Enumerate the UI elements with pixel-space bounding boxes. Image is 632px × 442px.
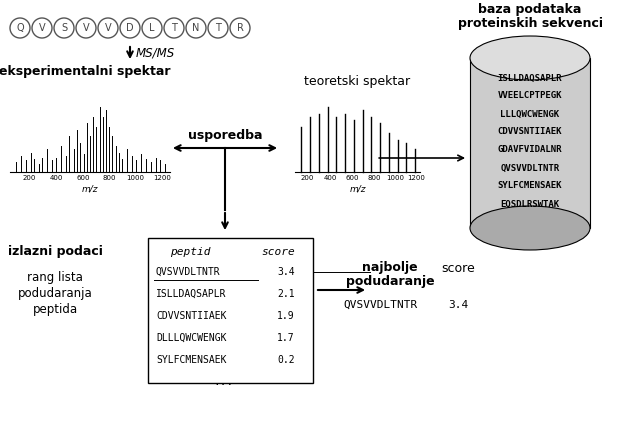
Text: EQSDLRSWTAK: EQSDLRSWTAK	[501, 199, 559, 209]
Text: m/z: m/z	[349, 185, 366, 194]
Text: score: score	[261, 247, 295, 257]
Text: izlazni podaci: izlazni podaci	[8, 245, 102, 259]
Text: S: S	[61, 23, 67, 33]
Text: L: L	[149, 23, 155, 33]
Text: T: T	[215, 23, 221, 33]
Text: DLLLQWCWENGK: DLLLQWCWENGK	[156, 333, 226, 343]
Text: GDAVFVIDALNR: GDAVFVIDALNR	[498, 145, 562, 155]
Text: rang lista: rang lista	[27, 271, 83, 285]
Text: Q: Q	[16, 23, 24, 33]
Text: D: D	[126, 23, 134, 33]
Text: QVSVVDLTNTR: QVSVVDLTNTR	[343, 300, 417, 310]
Text: 600: 600	[346, 175, 359, 181]
Text: eksperimentalni spektar: eksperimentalni spektar	[0, 65, 171, 79]
Text: najbolje: najbolje	[362, 262, 418, 274]
Text: 1200: 1200	[153, 175, 171, 181]
Text: baza podataka: baza podataka	[478, 4, 581, 16]
Text: 1.7: 1.7	[277, 333, 295, 343]
Text: usporedba: usporedba	[188, 129, 262, 141]
Text: CDVVSNTIIAEK: CDVVSNTIIAEK	[498, 127, 562, 137]
Text: 200: 200	[23, 175, 36, 181]
Bar	[470, 58, 590, 228]
Text: SYLFCMENSAEK: SYLFCMENSAEK	[498, 182, 562, 191]
Text: T: T	[171, 23, 177, 33]
Text: 1.9: 1.9	[277, 311, 295, 321]
Text: R: R	[236, 23, 243, 33]
Text: 0.2: 0.2	[277, 355, 295, 365]
Text: ...: ...	[213, 377, 233, 387]
Text: 1000: 1000	[386, 175, 404, 181]
Text: 400: 400	[50, 175, 63, 181]
Text: QVSVVDLTNTR: QVSVVDLTNTR	[156, 267, 221, 277]
Text: QVSVVDLTNTR: QVSVVDLTNTR	[501, 164, 559, 172]
Text: 800: 800	[102, 175, 116, 181]
Text: 1000: 1000	[126, 175, 144, 181]
Text: MS/MS: MS/MS	[136, 46, 175, 60]
Text: 400: 400	[324, 175, 337, 181]
Text: proteinskih sekvenci: proteinskih sekvenci	[458, 16, 602, 30]
Text: teoretski spektar: teoretski spektar	[305, 76, 411, 88]
Ellipse shape	[470, 206, 590, 250]
Text: VVEELCPTPEGK: VVEELCPTPEGK	[498, 91, 562, 100]
Text: m/z: m/z	[82, 185, 98, 194]
Text: peptida: peptida	[32, 304, 78, 316]
Ellipse shape	[470, 36, 590, 80]
Bar	[148, 238, 313, 383]
Text: peptid: peptid	[170, 247, 210, 257]
Text: 3.4: 3.4	[448, 300, 468, 310]
Text: podudaranja: podudaranja	[18, 287, 92, 301]
Text: score: score	[441, 262, 475, 274]
Text: V: V	[105, 23, 111, 33]
Text: V: V	[39, 23, 46, 33]
Text: 2.1: 2.1	[277, 289, 295, 299]
Text: 600: 600	[77, 175, 90, 181]
Text: ISLLDAQSAPLR: ISLLDAQSAPLR	[156, 289, 226, 299]
Text: 800: 800	[367, 175, 380, 181]
Text: 200: 200	[301, 175, 314, 181]
Text: V: V	[83, 23, 89, 33]
Text: N: N	[192, 23, 200, 33]
Text: LLLQWCWENGK: LLLQWCWENGK	[501, 110, 559, 118]
Text: 1200: 1200	[407, 175, 425, 181]
Text: CDVVSNTIIAEK: CDVVSNTIIAEK	[156, 311, 226, 321]
Text: podudaranje: podudaranje	[346, 275, 434, 289]
Text: SYLFCMENSAEK: SYLFCMENSAEK	[156, 355, 226, 365]
Text: 3.4: 3.4	[277, 267, 295, 277]
Text: ISLLDAQSAPLR: ISLLDAQSAPLR	[498, 73, 562, 83]
